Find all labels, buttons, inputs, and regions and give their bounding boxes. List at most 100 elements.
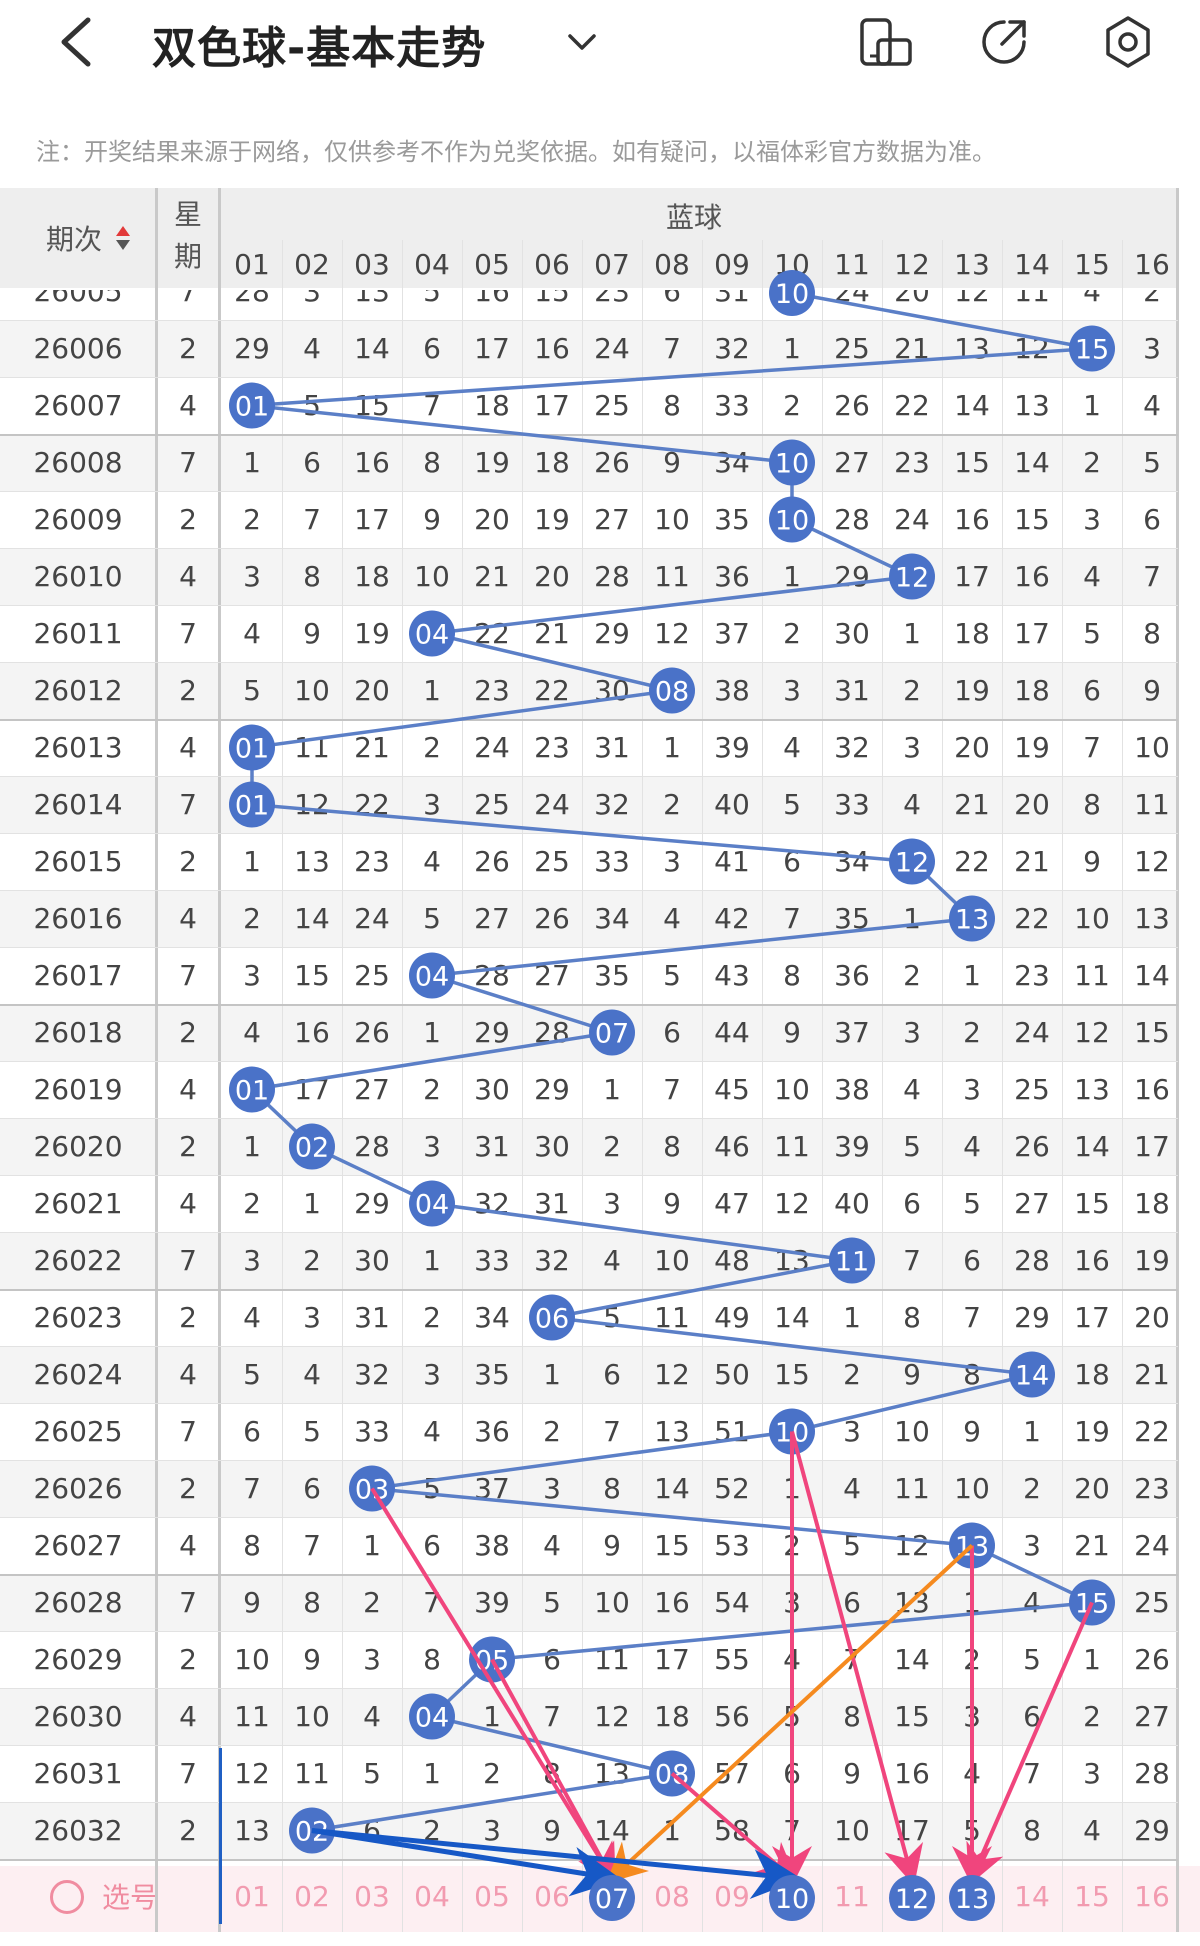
select-number-02[interactable]: 02 [294,1880,330,1913]
select-number-13[interactable]: 13 [942,1876,1002,1918]
miss-count-cell: 19 [1134,1244,1170,1277]
miss-count-cell: 9 [1083,845,1101,878]
miss-count-cell: 2 [903,674,921,707]
miss-count-cell: 6 [783,845,801,878]
period-cell: 26007 [33,389,123,422]
miss-count-cell: 53 [714,1529,750,1562]
miss-count-cell: 16 [654,1586,690,1619]
miss-count-cell: 3 [903,1016,921,1049]
hit-number-cell: 10 [762,491,822,548]
select-number-12[interactable]: 12 [882,1876,942,1918]
period-cell: 26010 [33,560,123,593]
week-cell: 2 [179,1016,197,1049]
miss-count-cell: 35 [834,902,870,935]
sort-asc-icon[interactable] [116,226,130,236]
miss-count-cell: 4 [423,845,441,878]
select-number-01[interactable]: 01 [234,1880,270,1913]
miss-count-cell: 2 [483,1757,501,1790]
miss-count-cell: 1 [963,1586,981,1619]
miss-count-cell: 28 [834,503,870,536]
miss-count-cell: 21 [954,788,990,821]
page-title[interactable]: 双色球-基本走势 [152,23,487,74]
miss-count-cell: 7 [663,332,681,365]
miss-count-cell: 5 [423,1472,441,1505]
header-period[interactable]: 期次 [0,188,156,288]
miss-count-cell: 32 [354,1358,390,1391]
miss-count-cell: 39 [834,1130,870,1163]
miss-count-cell: 24 [894,503,930,536]
miss-count-cell: 34 [594,902,630,935]
miss-count-cell: 18 [1134,1187,1170,1220]
miss-count-cell: 13 [894,1586,930,1619]
select-radio-icon[interactable] [50,1880,84,1914]
miss-count-cell: 4 [363,1700,381,1733]
miss-count-cell: 6 [1143,503,1161,536]
settings-icon[interactable] [1100,14,1156,70]
miss-count-cell: 6 [603,1358,621,1391]
back-arrow-icon[interactable] [52,14,102,70]
miss-count-cell: 16 [474,290,510,308]
select-number-09[interactable]: 09 [714,1880,750,1913]
miss-count-cell: 8 [843,1700,861,1733]
select-label[interactable]: 选号 [102,1881,159,1914]
miss-count-cell: 11 [774,1130,810,1163]
miss-count-cell: 2 [423,1814,441,1847]
miss-count-cell: 3 [303,1301,321,1334]
phone-rotate-icon[interactable] [858,14,914,70]
grid-line [0,320,1178,321]
miss-count-cell: 6 [1083,674,1101,707]
select-number-08[interactable]: 08 [654,1880,690,1913]
miss-count-cell: 8 [303,1586,321,1619]
select-number-06[interactable]: 06 [534,1880,570,1913]
miss-count-cell: 2 [603,1130,621,1163]
miss-count-cell: 40 [714,788,750,821]
week-cell: 2 [179,845,197,878]
miss-count-cell: 7 [843,1643,861,1676]
select-number-05[interactable]: 05 [474,1880,510,1913]
miss-count-cell: 21 [894,332,930,365]
miss-count-cell: 38 [474,1529,510,1562]
week-cell: 2 [179,1814,197,1847]
week-cell: 2 [179,1301,197,1334]
miss-count-cell: 3 [1023,1529,1041,1562]
grid-line [1176,188,1179,1932]
select-number-03[interactable]: 03 [354,1880,390,1913]
miss-count-cell: 28 [534,1016,570,1049]
sort-desc-icon[interactable] [116,240,130,250]
miss-count-cell: 2 [903,959,921,992]
chevron-down-icon[interactable] [562,22,602,62]
miss-count-cell: 14 [294,902,330,935]
select-number-07[interactable]: 07 [582,1876,642,1918]
period-cell: 26022 [33,1244,123,1277]
miss-count-cell: 23 [474,674,510,707]
share-icon[interactable] [976,14,1032,70]
select-number-10[interactable]: 10 [762,1876,822,1918]
miss-count-cell: 3 [903,731,921,764]
miss-count-cell: 2 [423,1073,441,1106]
miss-count-cell: 9 [783,1016,801,1049]
col-head-16: 16 [1134,248,1170,281]
select-number-11[interactable]: 11 [834,1880,870,1913]
miss-count-cell: 12 [654,1358,690,1391]
miss-count-cell: 3 [963,1700,981,1733]
miss-count-cell: 12 [654,617,690,650]
miss-count-cell: 31 [714,290,750,308]
select-number-14[interactable]: 14 [1014,1880,1050,1913]
select-number-16[interactable]: 16 [1134,1880,1170,1913]
miss-count-cell: 11 [654,1301,690,1334]
col-head-03: 03 [354,248,390,281]
miss-count-cell: 6 [423,1529,441,1562]
miss-count-cell: 17 [1134,1130,1170,1163]
grid-line [882,240,883,1932]
miss-count-cell: 30 [834,617,870,650]
miss-count-cell: 15 [294,959,330,992]
week-cell: 7 [179,290,197,308]
week-cell: 4 [179,1073,197,1106]
miss-count-cell: 23 [1014,959,1050,992]
miss-count-cell: 11 [1014,290,1050,308]
select-number-04[interactable]: 04 [414,1880,450,1913]
miss-count-cell: 7 [243,1472,261,1505]
grid-line [702,240,703,1932]
miss-count-cell: 1 [783,332,801,365]
select-number-15[interactable]: 15 [1074,1880,1110,1913]
